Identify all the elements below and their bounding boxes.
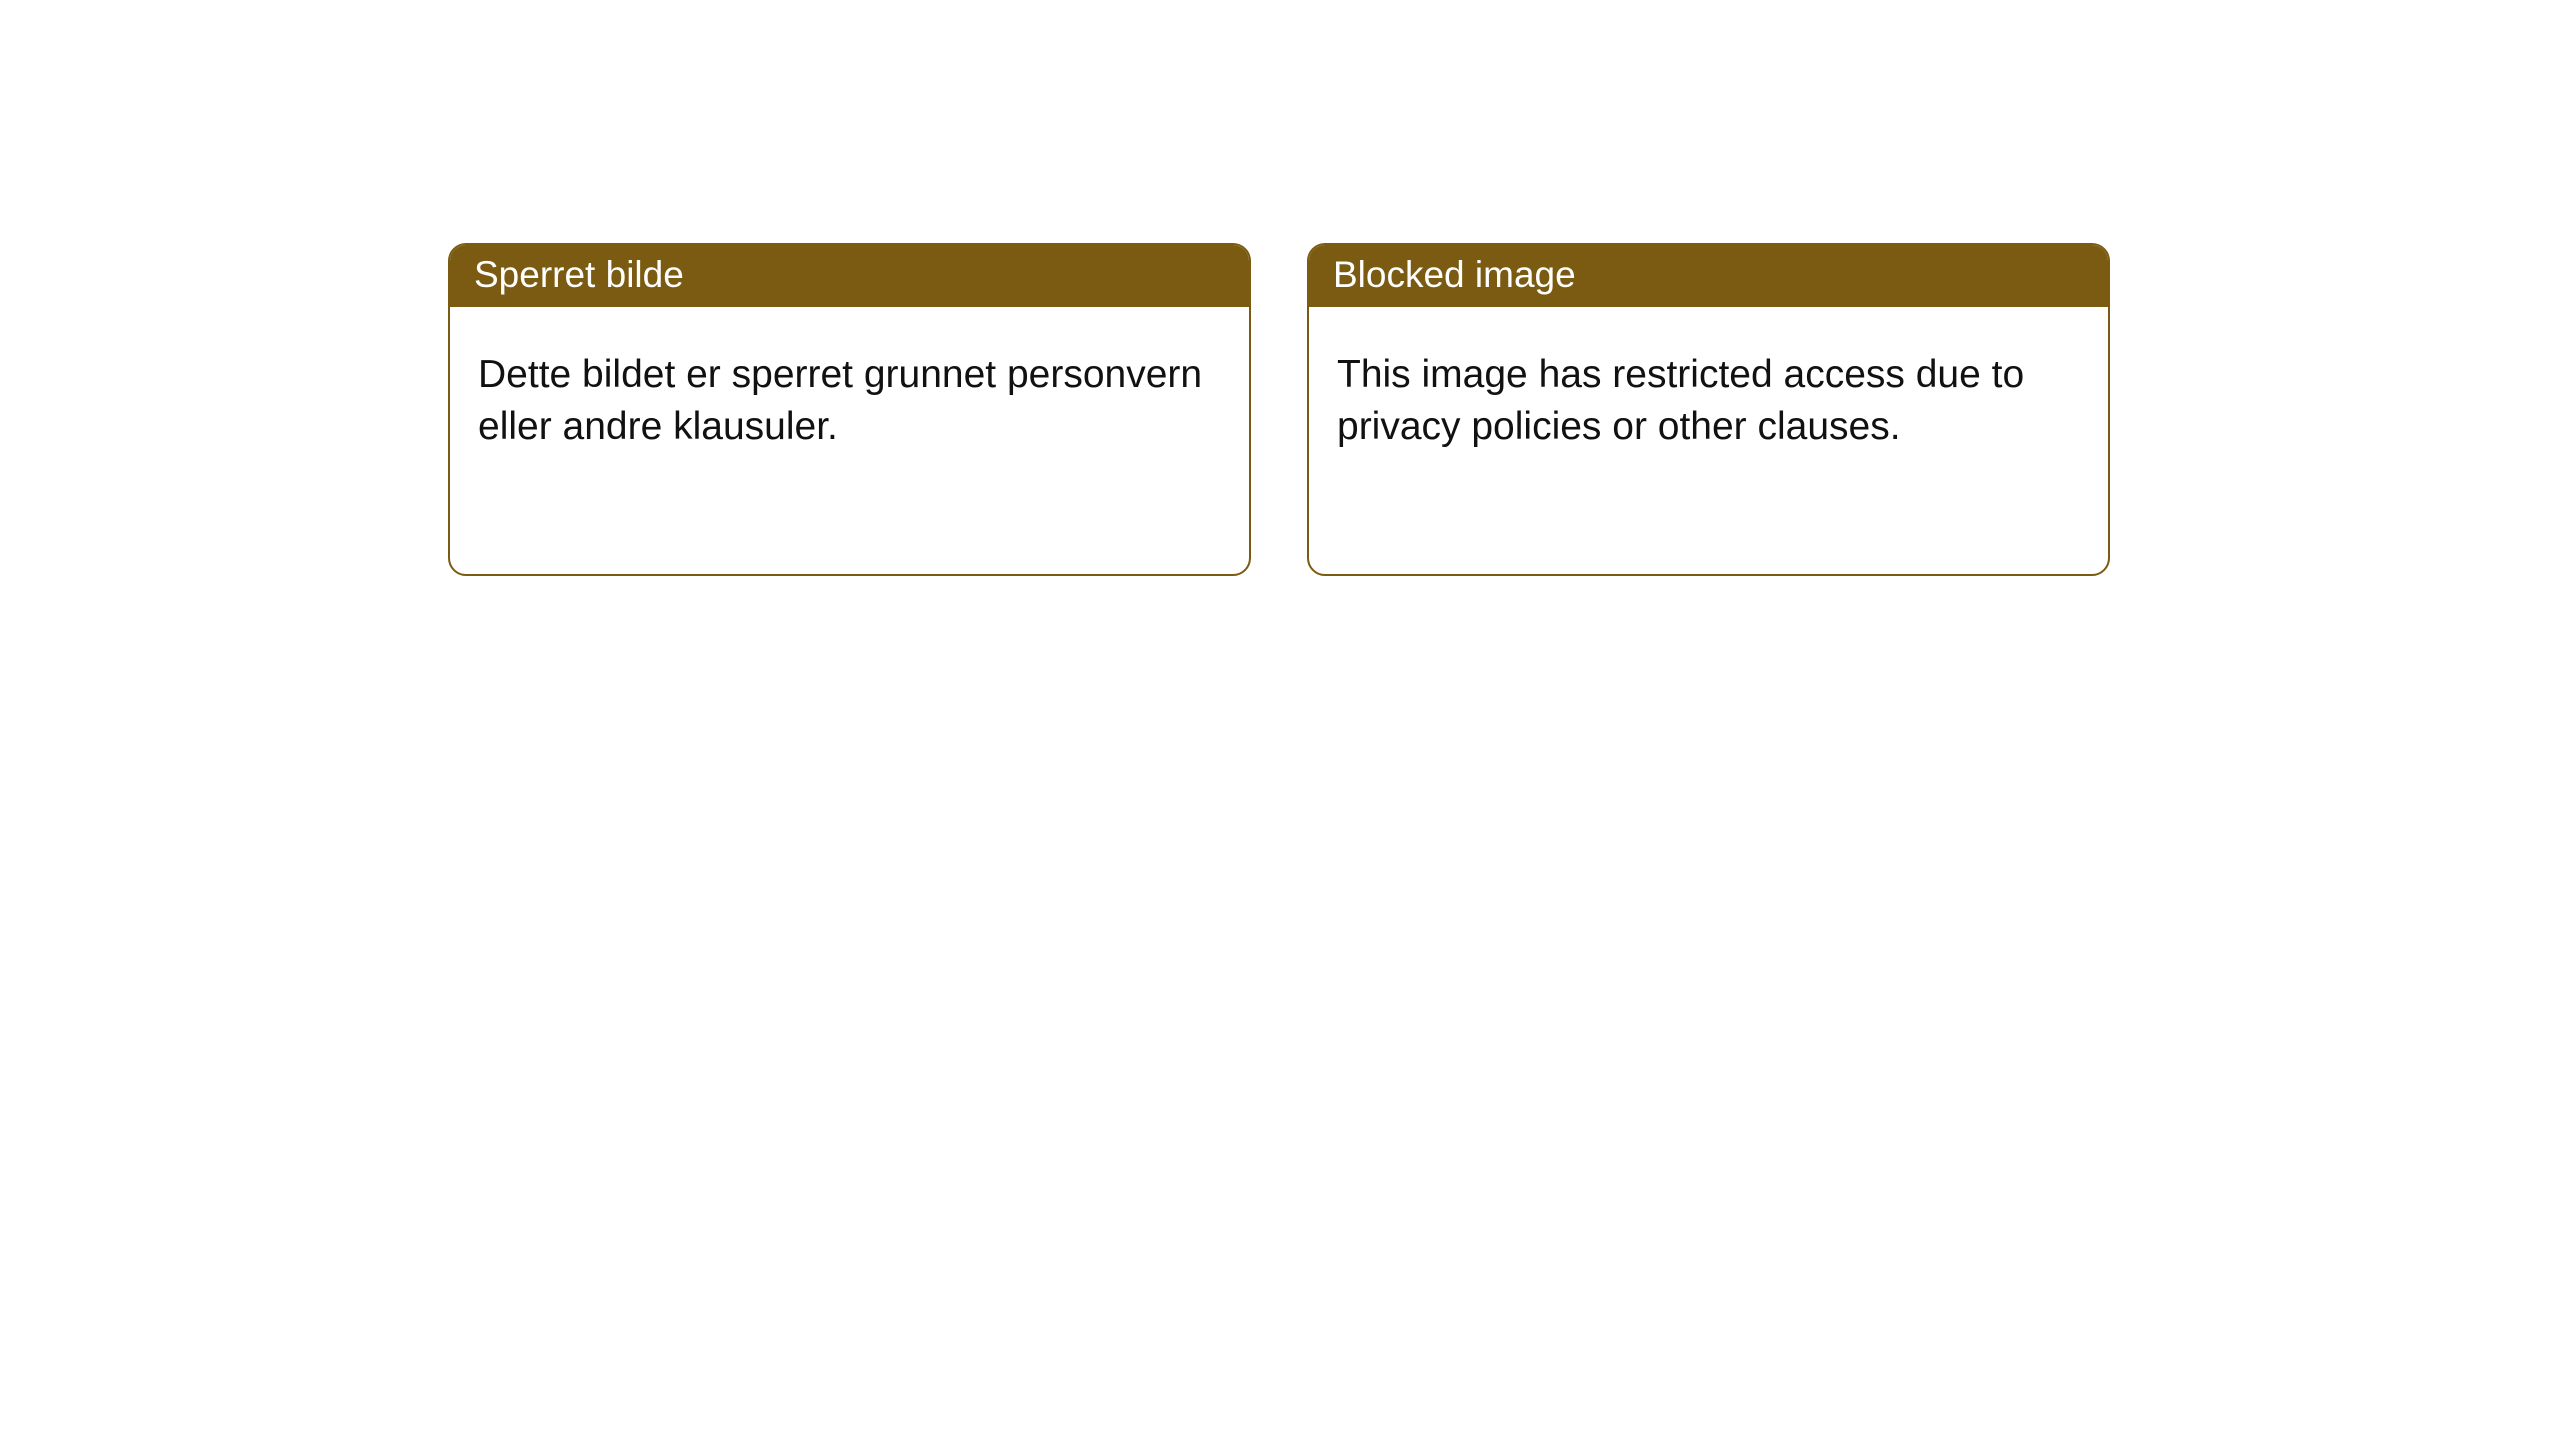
notice-container: Sperret bilde Dette bildet er sperret gr… bbox=[0, 0, 2560, 576]
notice-body: This image has restricted access due to … bbox=[1309, 307, 2108, 480]
notice-card-english: Blocked image This image has restricted … bbox=[1307, 243, 2110, 576]
notice-body: Dette bildet er sperret grunnet personve… bbox=[450, 307, 1249, 480]
notice-header: Blocked image bbox=[1309, 245, 2108, 307]
notice-card-norwegian: Sperret bilde Dette bildet er sperret gr… bbox=[448, 243, 1251, 576]
notice-header: Sperret bilde bbox=[450, 245, 1249, 307]
